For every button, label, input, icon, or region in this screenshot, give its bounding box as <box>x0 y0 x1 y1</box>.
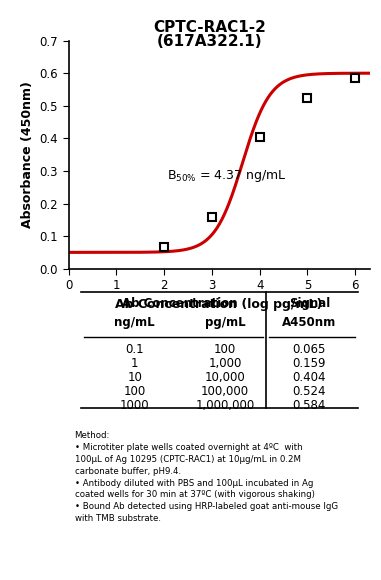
X-axis label: Ab Concentration (log pg/mL): Ab Concentration (log pg/mL) <box>115 298 323 311</box>
Text: 1: 1 <box>131 357 139 370</box>
Text: 1,000,000: 1,000,000 <box>195 400 255 412</box>
Text: 0.065: 0.065 <box>293 343 326 356</box>
Text: 10: 10 <box>127 371 142 385</box>
Text: 0.1: 0.1 <box>125 343 144 356</box>
Text: Ab Concentration: Ab Concentration <box>122 297 238 310</box>
Text: 0.584: 0.584 <box>293 400 326 412</box>
Text: B$_{50\%}$ = 4.37 ng/mL: B$_{50\%}$ = 4.37 ng/mL <box>166 168 287 184</box>
Text: 0.404: 0.404 <box>293 371 326 385</box>
Text: 0.159: 0.159 <box>293 357 326 370</box>
Text: Method:
• Microtiter plate wells coated overnight at 4ºC  with
100μL of Ag 10295: Method: • Microtiter plate wells coated … <box>75 432 338 523</box>
Text: Signal: Signal <box>289 297 330 310</box>
Text: ng/mL: ng/mL <box>114 316 155 329</box>
Text: 10,000: 10,000 <box>205 371 245 385</box>
Text: A450nm: A450nm <box>282 316 336 329</box>
Text: 0.524: 0.524 <box>293 385 326 398</box>
Text: 100,000: 100,000 <box>201 385 249 398</box>
Text: CPTC-RAC1-2: CPTC-RAC1-2 <box>153 20 266 35</box>
Y-axis label: Absorbance (450nm): Absorbance (450nm) <box>21 81 34 228</box>
Text: (617A322.1): (617A322.1) <box>157 34 263 49</box>
Text: 1,000: 1,000 <box>208 357 242 370</box>
Text: pg/mL: pg/mL <box>205 316 245 329</box>
Text: 1000: 1000 <box>120 400 150 412</box>
Text: 100: 100 <box>124 385 146 398</box>
Text: 100: 100 <box>214 343 236 356</box>
